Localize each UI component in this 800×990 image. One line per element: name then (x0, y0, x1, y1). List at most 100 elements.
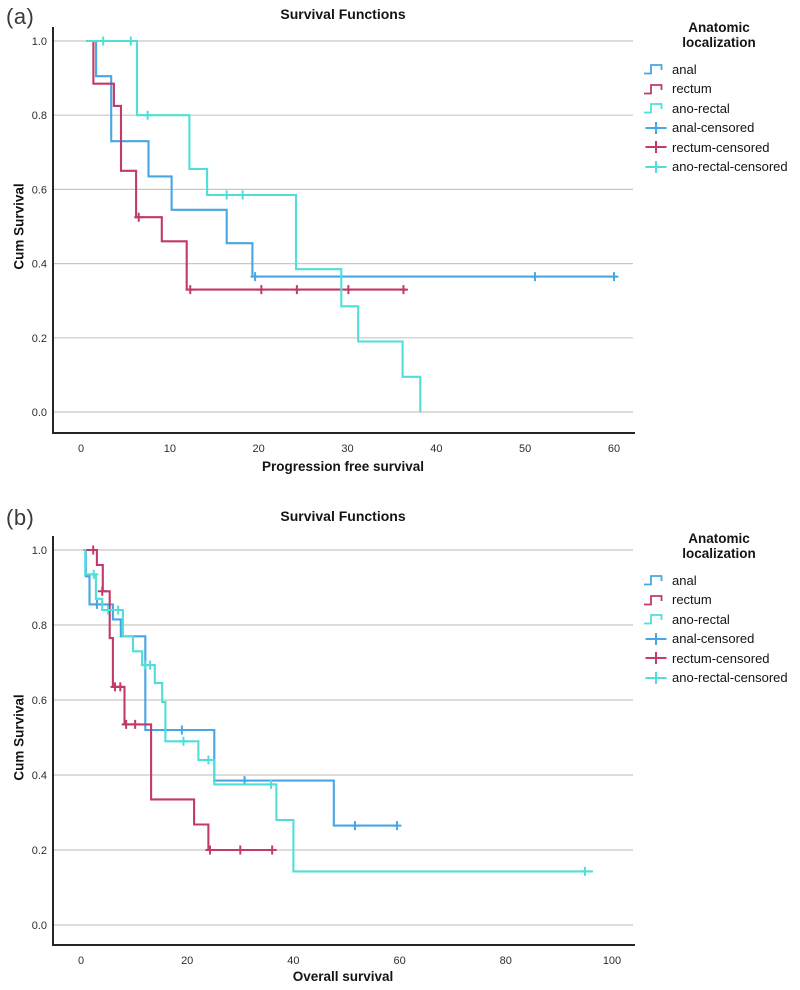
y-tick-label: 1.0 (32, 36, 47, 48)
censored-plus-icon (143, 110, 153, 120)
legend-item-label: ano-rectal-censored (672, 670, 788, 685)
y-tick-label: 0.8 (32, 110, 47, 122)
censored-plus-icon (238, 190, 248, 200)
censored-plus-icon (292, 285, 302, 295)
legend-title-line2: localization (682, 546, 756, 561)
legend-item-label: anal (672, 572, 697, 588)
y-tick-label: 0.4 (32, 259, 47, 271)
series-rectum-curve (86, 39, 407, 291)
series-anal-curve (86, 39, 617, 278)
legend-item-anal: anal (643, 572, 788, 588)
x-tick-label: 60 (393, 955, 405, 967)
y-tick-label: 0.0 (32, 920, 47, 932)
censored-plus-icon (250, 272, 260, 282)
censored-plus-icon (645, 632, 667, 645)
censored-plus-icon (266, 779, 276, 789)
step-line-icon (644, 575, 663, 586)
y-tick-label: 1.0 (32, 545, 47, 557)
censored-plus-icon (350, 821, 360, 831)
censored-plus-icon (267, 845, 277, 855)
legend-item-ano-rectal: ano-rectal (643, 100, 788, 116)
plot-canvas-os: 1.0 0.8 0.6 0.4 0.2 0.0 0 20 40 60 80 100 (32, 536, 635, 967)
series-ano-rectal-censor-marks (89, 569, 590, 876)
y-tick-label: 0.4 (32, 770, 47, 782)
censored-plus-icon (235, 845, 245, 855)
survival-chart-os: (b) Survival Functions Cum Survival 1.0 0… (0, 495, 800, 990)
x-tick-label: 0 (78, 443, 84, 455)
x-tick-label: 50 (519, 443, 531, 455)
survival-chart-pfs: (a) Survival Functions Cum Survival 1.0 0… (6, 4, 797, 474)
legend-item-rectum-censored: rectum-censored (643, 140, 788, 155)
censored-plus-icon (97, 586, 107, 596)
censored-plus-icon (645, 141, 667, 153)
censored-plus-icon (645, 121, 667, 134)
series-ano-rectal-curve (86, 39, 422, 412)
series-anal-censor-marks (250, 272, 619, 282)
series-ano-rectal-curve (83, 548, 593, 873)
censored-plus-icon (205, 845, 215, 855)
legend-item-rectum: rectum (643, 81, 788, 96)
y-tick-label: 0.2 (32, 333, 47, 345)
censored-plus-icon (121, 719, 131, 729)
legend-item-rectum: rectum (643, 592, 788, 607)
panel-label-b: (b) (6, 505, 35, 530)
censored-plus-icon (113, 605, 123, 615)
censored-plus-icon (222, 190, 232, 200)
censored-plus-icon (645, 671, 667, 684)
step-line-icon (644, 594, 663, 605)
legend-title: Anatomic localization (641, 531, 797, 561)
x-tick-label: 40 (430, 443, 442, 455)
x-tick-label: 80 (500, 955, 512, 967)
y-tick-label: 0.6 (32, 695, 47, 707)
step-line-icon (644, 83, 663, 94)
censored-plus-icon (256, 285, 266, 295)
legend-item-ano-rectal-censored: ano-rectal-censored (643, 159, 788, 174)
legend-item-anal-censored: anal-censored (643, 631, 788, 646)
y-tick-label: 0.0 (32, 407, 47, 419)
censored-plus-icon (177, 725, 187, 735)
censored-plus-icon (89, 569, 99, 579)
legend-item-label: ano-rectal (672, 611, 730, 627)
censored-plus-icon (92, 599, 102, 609)
x-tick-label: 60 (608, 443, 620, 455)
censored-plus-icon (178, 736, 188, 746)
series-ano-rectal-censor-marks (98, 36, 248, 200)
legend-item-label: ano-rectal (672, 100, 730, 116)
x-axis-label: Overall survival (292, 969, 394, 984)
censored-plus-icon (115, 682, 125, 692)
legend-item-rectum-censored: rectum-censored (643, 651, 788, 666)
censored-plus-icon (98, 36, 108, 46)
series-rectum-censor-marks (88, 545, 277, 855)
y-tick-labels: 1.0 0.8 0.6 0.4 0.2 0.0 (32, 545, 47, 932)
step-line-icon (644, 103, 663, 114)
legend-item-label: rectum (672, 81, 712, 96)
legend-title: Anatomic localization (641, 20, 797, 50)
censored-plus-icon (145, 660, 155, 670)
gridlines (53, 549, 633, 926)
x-tick-labels: 0 20 40 60 80 100 (78, 955, 621, 967)
legend-title-line1: Anatomic (688, 20, 750, 35)
censored-plus-icon (203, 755, 213, 765)
panel-label-a: (a) (6, 4, 35, 29)
legend-items: anal rectum ano-rectal anal-censored rectum-… (643, 573, 788, 690)
legend-item-anal-censored: anal-censored (643, 120, 788, 135)
censored-plus-icon (185, 285, 195, 295)
legend-title-line1: Anatomic (688, 531, 750, 546)
x-tick-label: 30 (341, 443, 353, 455)
series-rectum-censor-marks (134, 212, 408, 295)
legend-item-ano-rectal: ano-rectal (643, 611, 788, 627)
censored-plus-icon (392, 821, 402, 831)
censored-plus-icon (103, 605, 113, 615)
legend-item-label: anal-censored (672, 120, 755, 135)
censored-plus-icon (88, 545, 98, 555)
x-tick-label: 10 (164, 443, 176, 455)
x-tick-label: 100 (603, 955, 621, 967)
x-tick-label: 20 (181, 955, 193, 967)
legend-item-ano-rectal-censored: ano-rectal-censored (643, 670, 788, 685)
censored-plus-icon (580, 866, 590, 876)
legend-item-anal: anal (643, 62, 788, 77)
x-axis-label: Progression free survival (261, 459, 425, 474)
y-tick-labels: 1.0 0.8 0.6 0.4 0.2 0.0 (32, 36, 47, 419)
y-tick-label: 0.6 (32, 184, 47, 196)
